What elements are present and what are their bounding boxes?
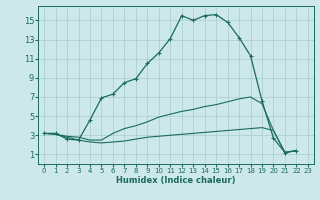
- X-axis label: Humidex (Indice chaleur): Humidex (Indice chaleur): [116, 176, 236, 185]
